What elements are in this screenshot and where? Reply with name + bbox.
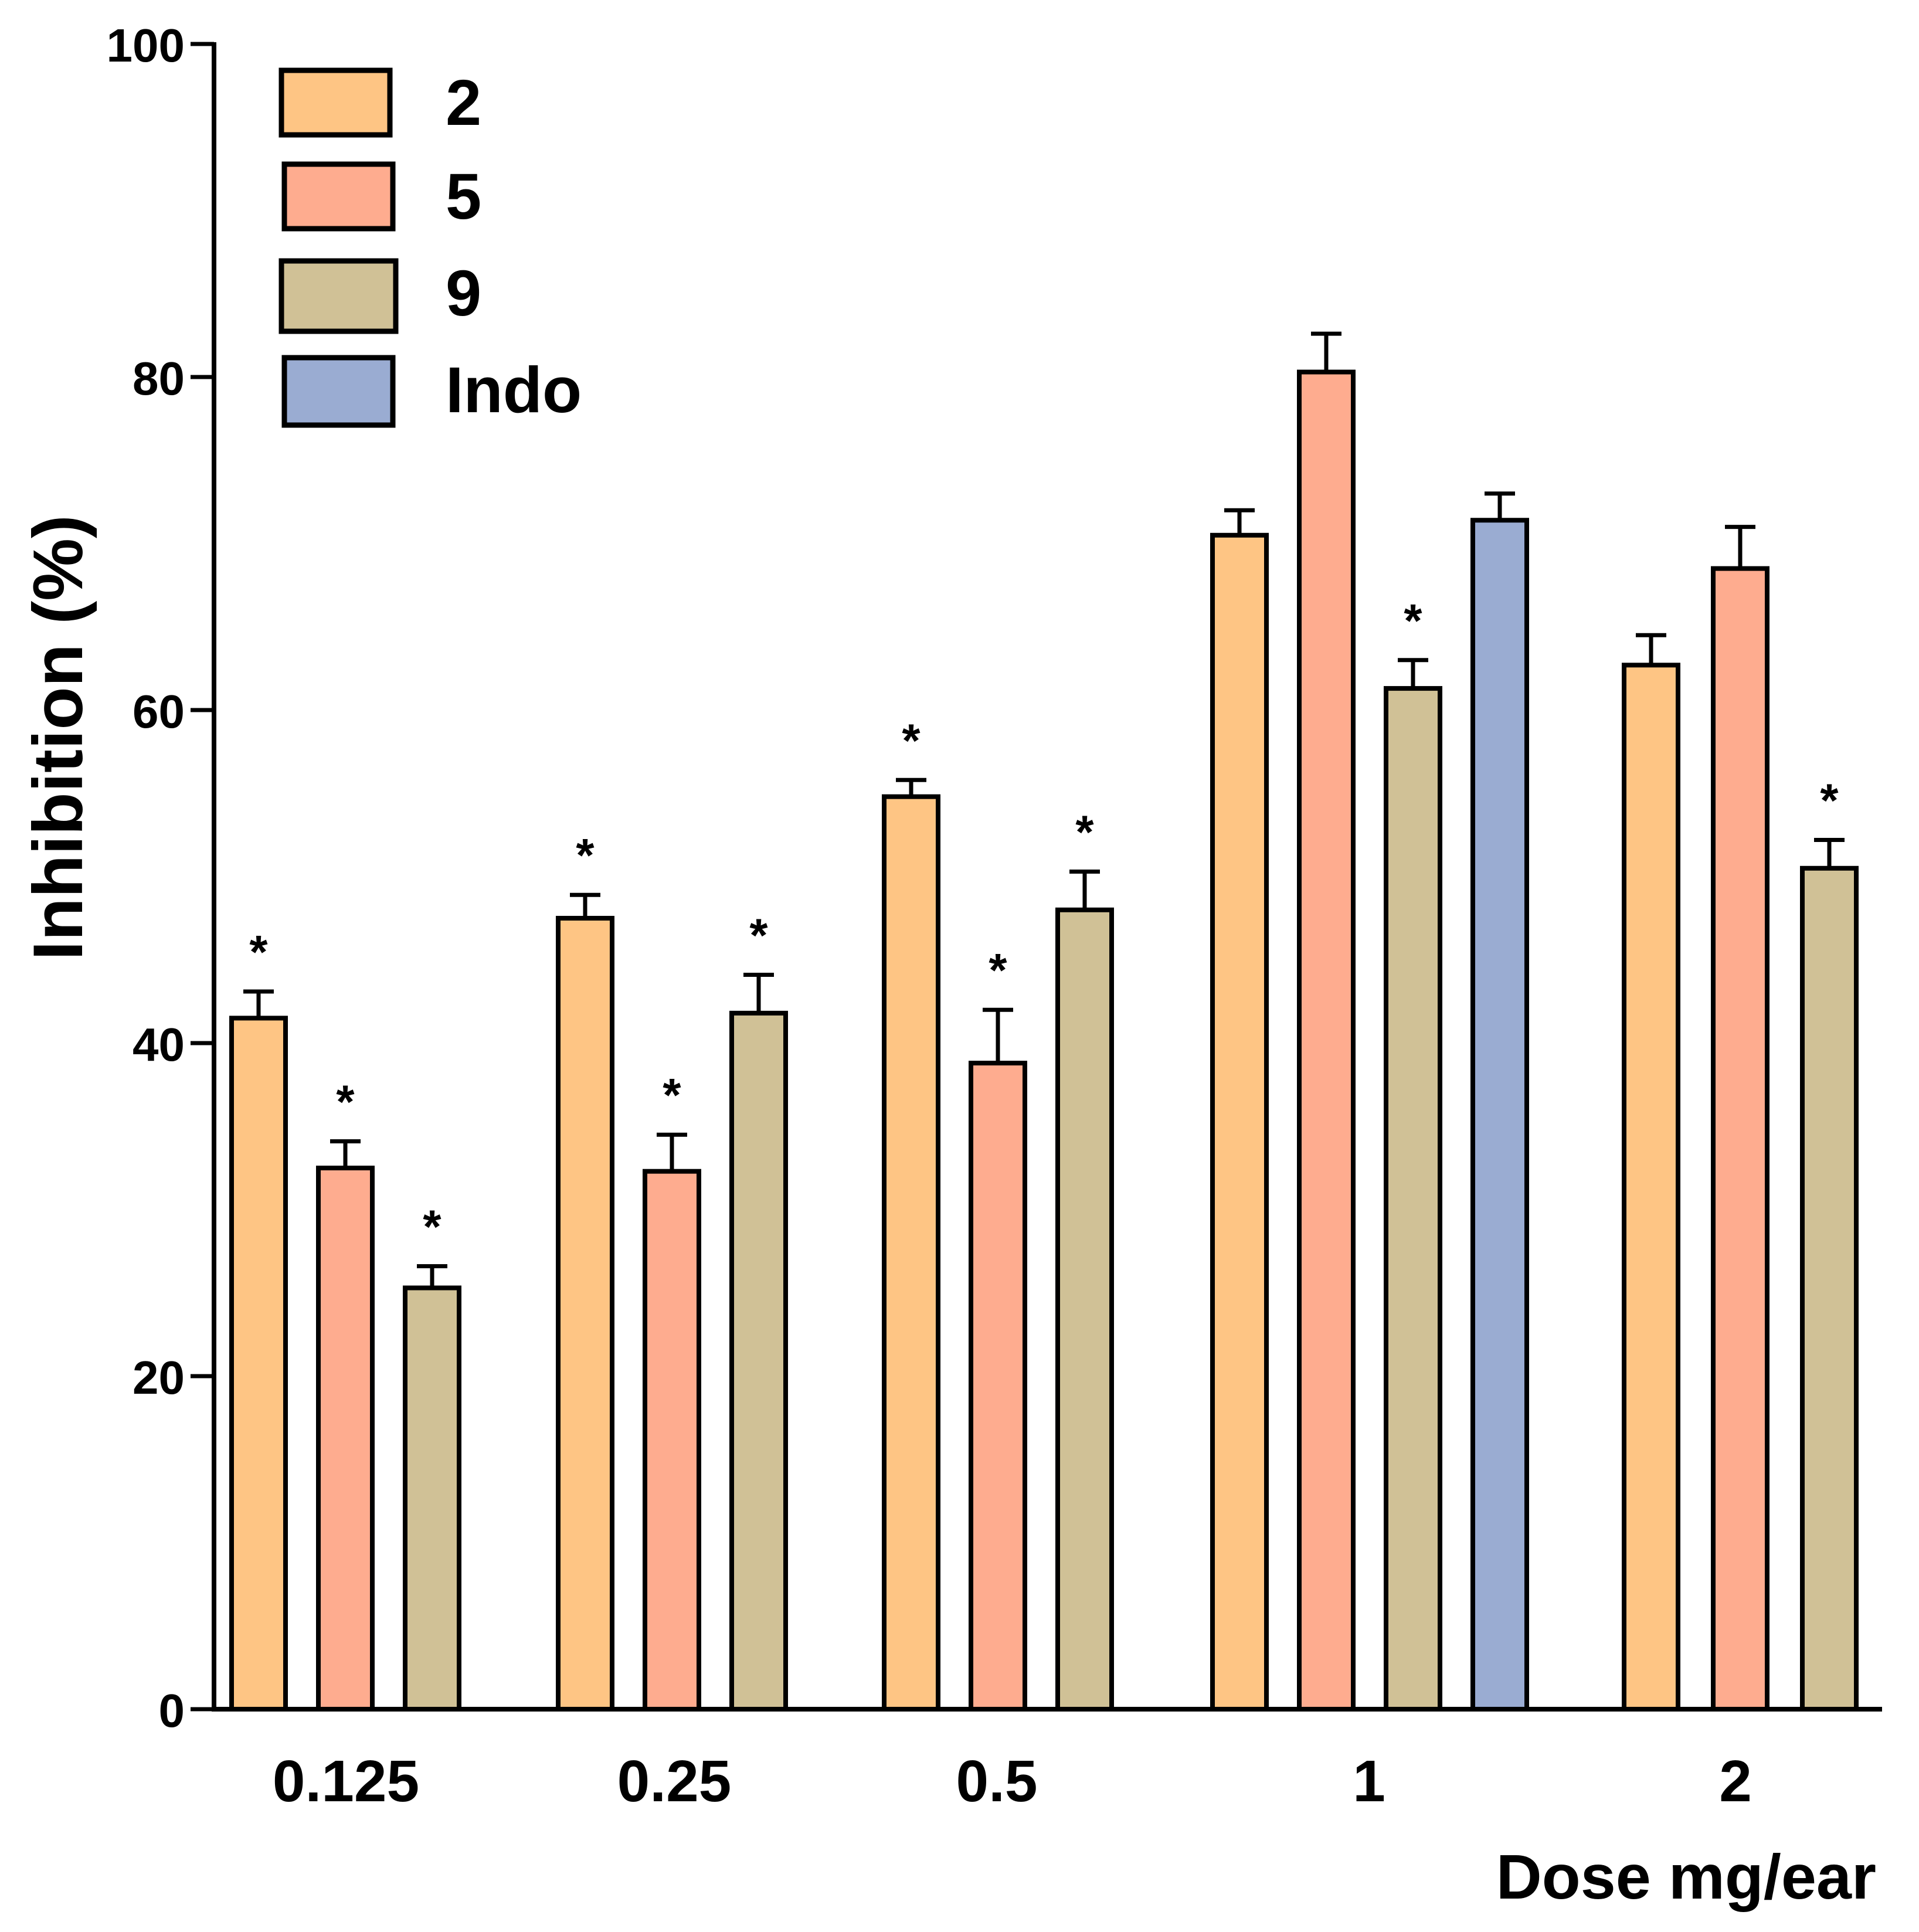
bar bbox=[1622, 663, 1680, 1712]
bar bbox=[882, 794, 940, 1712]
significance-marker: * bbox=[249, 926, 268, 978]
y-tick-label: 60 bbox=[133, 685, 185, 738]
legend-label: 2 bbox=[446, 67, 481, 139]
bar bbox=[729, 1010, 788, 1712]
significance-marker: * bbox=[1075, 806, 1094, 858]
significance-marker: * bbox=[1404, 595, 1422, 647]
legend-label: 5 bbox=[446, 161, 481, 233]
significance-marker: * bbox=[576, 829, 595, 881]
significance-marker: * bbox=[1820, 775, 1839, 827]
legend-label: Indo bbox=[446, 354, 582, 426]
bar bbox=[556, 916, 614, 1712]
y-axis-label: Inhibition (%) bbox=[19, 515, 97, 960]
x-tick-label: 0.125 bbox=[273, 1748, 419, 1814]
legend-swatch bbox=[278, 258, 399, 334]
legend-swatch bbox=[281, 161, 396, 232]
bar bbox=[643, 1169, 701, 1712]
x-tick-label: 0.25 bbox=[617, 1748, 732, 1814]
x-tick-label: 1 bbox=[1353, 1748, 1385, 1814]
bar bbox=[1055, 907, 1114, 1712]
y-tick-label: 20 bbox=[133, 1352, 185, 1404]
y-tick-label: 40 bbox=[133, 1018, 185, 1071]
significance-marker: * bbox=[902, 714, 921, 766]
bar bbox=[403, 1285, 461, 1712]
significance-marker: * bbox=[749, 909, 768, 962]
x-tick-label: 2 bbox=[1719, 1748, 1752, 1814]
y-tick-label: 100 bbox=[107, 19, 185, 72]
bar bbox=[1800, 865, 1859, 1712]
significance-marker: * bbox=[663, 1069, 681, 1121]
bar bbox=[1297, 369, 1356, 1712]
bar bbox=[1210, 532, 1269, 1712]
significance-marker: * bbox=[336, 1076, 355, 1128]
bar bbox=[229, 1016, 288, 1712]
bar bbox=[1711, 566, 1769, 1712]
significance-marker: * bbox=[989, 944, 1007, 996]
legend-swatch bbox=[278, 67, 393, 138]
legend-swatch bbox=[281, 355, 396, 428]
bar bbox=[969, 1061, 1027, 1712]
legend-label: 9 bbox=[446, 257, 481, 330]
y-tick-label: 80 bbox=[133, 352, 185, 405]
y-tick-label: 0 bbox=[159, 1685, 185, 1737]
bar bbox=[1384, 686, 1442, 1712]
x-tick-label: 0.5 bbox=[956, 1748, 1037, 1814]
bars: * * * * * * * * * * * bbox=[229, 331, 1859, 1712]
bar bbox=[316, 1166, 375, 1712]
significance-marker: * bbox=[423, 1201, 441, 1253]
axes: 0 20 40 60 80 100 0.125 0.25 0.5 1 2 bbox=[107, 19, 1882, 1814]
legend: 2 5 9 Indo bbox=[278, 67, 582, 428]
x-axis-label: Dose mg/ear bbox=[1496, 1841, 1876, 1912]
bar bbox=[1470, 518, 1529, 1712]
